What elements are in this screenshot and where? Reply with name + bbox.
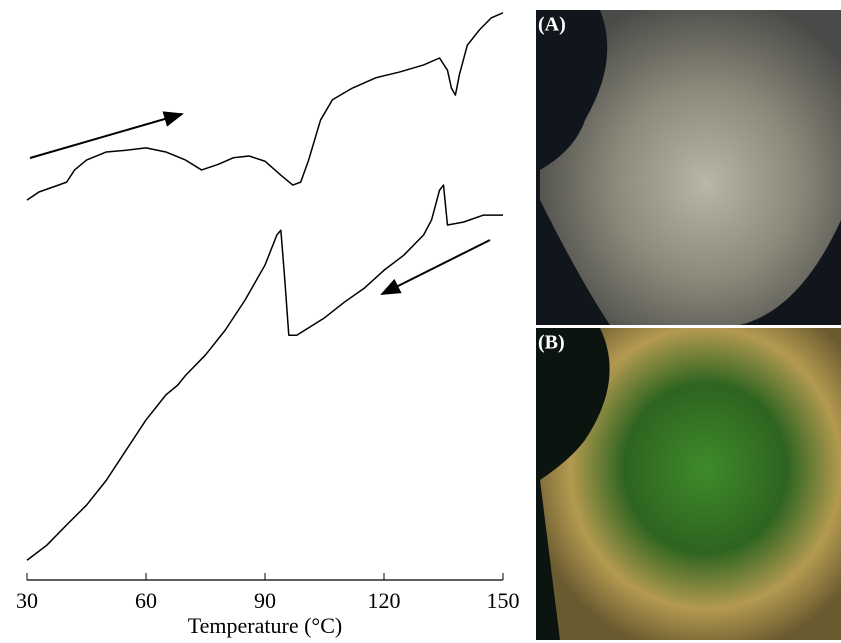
cooling-arrow [382,240,490,294]
dsc-curve [27,185,503,560]
x-axis-title: Temperature (°C) [188,613,342,638]
panel-label: (B) [538,332,565,354]
dsc-curve [27,13,503,200]
micrograph-b: (B) [536,328,841,640]
micrograph-a: (A) [536,10,841,325]
x-tick-label: 120 [368,588,401,613]
figure: (A) (B) Temperature (°C) 30 60 90 120 150 [0,0,841,643]
panel-label: (A) [538,14,566,36]
x-tick-label: 30 [16,588,38,613]
x-tick-label: 90 [254,588,276,613]
x-tick-label: 150 [487,588,520,613]
x-tick-label: 60 [135,588,157,613]
